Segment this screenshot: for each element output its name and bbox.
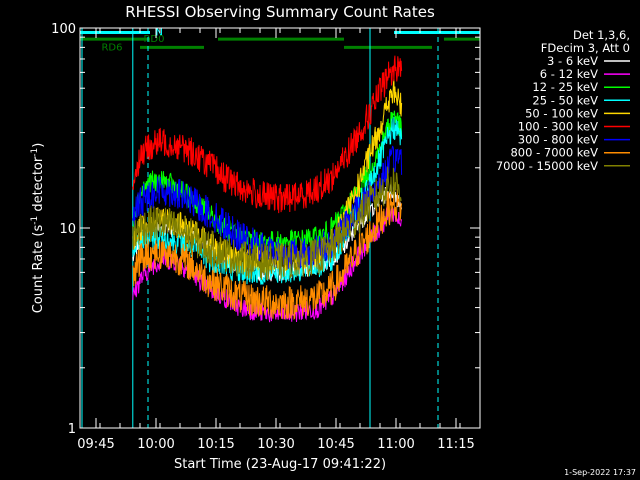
footer-timestamp: 1-Sep-2022 17:37	[564, 468, 636, 477]
y-axis-label-main: Count Rate (s	[31, 225, 46, 314]
legend-header-line-1: Det 1,3,6,	[573, 28, 630, 42]
legend-entry-label: 12 - 25 keV	[532, 80, 598, 94]
legend-entry-label: 3 - 6 keV	[547, 54, 598, 68]
series-line	[132, 55, 403, 214]
legend-entry-label: 800 - 7000 keV	[510, 146, 598, 160]
legend-entry-label: 7000 - 15000 keV	[496, 159, 598, 173]
x-tick-label: 11:00	[377, 437, 414, 452]
y-axis-label-sup1: -1	[30, 216, 40, 225]
legend-entry-label: 6 - 12 keV	[540, 67, 598, 81]
series-line	[132, 166, 402, 281]
legend-header-line-2: FDecim 3, Att 0	[541, 41, 630, 55]
flag-bar-label: RD0	[143, 34, 164, 45]
x-tick-label: 10:30	[257, 437, 294, 452]
flag-bar-label: RD6	[101, 42, 122, 53]
x-tick-label: 10:15	[197, 437, 234, 452]
series-lines	[132, 55, 403, 323]
x-tick-label: 09:45	[77, 437, 114, 452]
y-tick-label: 10	[59, 222, 76, 237]
y-axis-label-mid: detector	[31, 156, 46, 216]
legend-entry-label: 100 - 300 keV	[518, 120, 598, 134]
y-axis-label-sup2: -1	[30, 148, 40, 157]
y-tick-label: 100	[51, 22, 76, 37]
x-tick-label: 10:45	[317, 437, 354, 452]
y-axis-label: Count Rate (s-1 detector-1)	[30, 143, 46, 314]
series-line	[132, 189, 403, 320]
x-axis: 09:45 10:00 10:15 10:30 10:45 11:00 11:15	[77, 28, 481, 452]
chart-title: RHESSI Observing Summary Count Rates	[125, 3, 435, 21]
y-tick-label: 1	[68, 422, 76, 437]
x-tick-label: 10:00	[137, 437, 174, 452]
x-axis-label: Start Time (23-Aug-17 09:41:22)	[174, 457, 386, 472]
y-axis: 1 10 100	[51, 22, 480, 437]
legend-entry-label: 25 - 50 keV	[532, 93, 598, 107]
legend-entry-label: 50 - 100 keV	[525, 106, 598, 120]
series-line	[132, 110, 403, 254]
legend-entry-label: 300 - 800 keV	[518, 133, 598, 147]
y-axis-label-end: )	[31, 143, 46, 148]
x-tick-label: 11:15	[437, 437, 474, 452]
flag-bar-label: N	[155, 27, 162, 38]
